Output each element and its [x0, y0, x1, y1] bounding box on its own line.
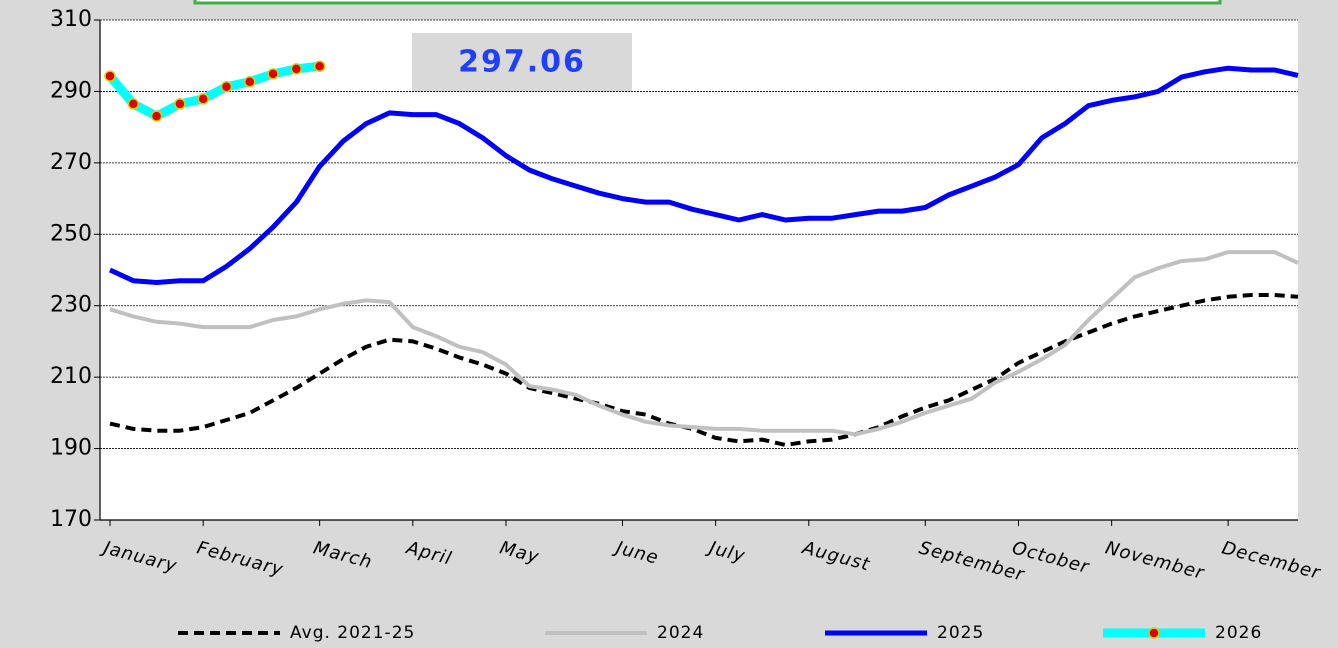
y-tick-label: 290: [50, 78, 92, 103]
title-box: [193, 0, 1222, 5]
x-tick-label: November: [1103, 537, 1207, 584]
x-tick-label: September: [917, 537, 1028, 586]
series-line: [109, 250, 1299, 437]
series-marker: [290, 63, 303, 75]
x-tick-label: January: [99, 537, 180, 578]
legend-label: Avg. 2021-25: [290, 623, 415, 643]
legend-label: 2025: [937, 623, 984, 643]
x-tick-label: July: [704, 537, 747, 567]
legend-label: 2026: [1215, 623, 1262, 643]
legend-marker: [1148, 627, 1160, 639]
y-tick-label: 170: [50, 507, 92, 532]
series-marker: [267, 68, 279, 80]
series-marker: [313, 60, 326, 72]
annotation-box: [412, 33, 632, 92]
x-tick-label: June: [611, 537, 661, 569]
x-tick-label: May: [497, 537, 541, 568]
x-tick-label: December: [1220, 537, 1324, 584]
y-tick-label: 250: [50, 221, 92, 246]
series-marker: [174, 98, 186, 110]
series-line: [106, 61, 321, 121]
y-tick-label: 210: [50, 364, 92, 389]
x-tick-label: August: [799, 537, 872, 575]
series-marker: [197, 93, 209, 105]
series-marker: [104, 70, 116, 82]
y-tick-label: 190: [50, 436, 92, 461]
series-marker: [150, 110, 163, 122]
plot-area: [100, 20, 1298, 520]
annotation: 297.06: [458, 45, 586, 80]
series-line: [109, 293, 1299, 447]
series-marker: [127, 98, 140, 110]
x-tick-label: February: [195, 537, 286, 580]
y-tick-label: 270: [50, 150, 92, 175]
series-marker: [220, 81, 233, 93]
x-tick-label: March: [311, 537, 375, 573]
series-line: [108, 65, 1299, 285]
legend-label: 2024: [657, 623, 704, 643]
x-tick-label: April: [403, 537, 454, 569]
series-marker: [244, 76, 256, 88]
y-tick-label: 310: [50, 7, 92, 32]
y-tick-label: 230: [50, 293, 92, 318]
